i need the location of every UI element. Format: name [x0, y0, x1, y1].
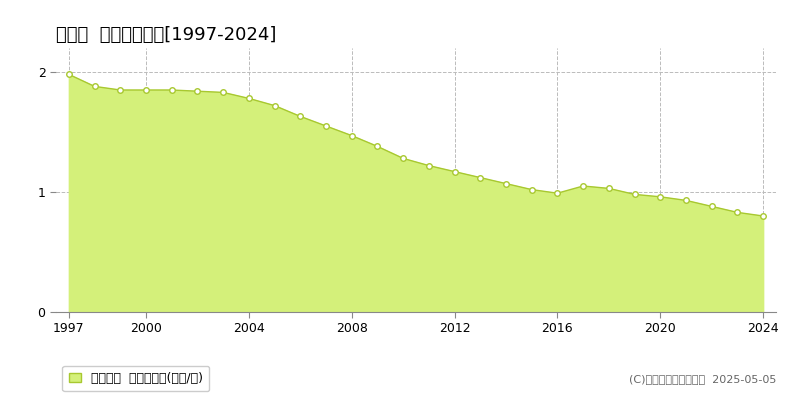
Legend: 基準地価  平均坪単価(万円/坪): 基準地価 平均坪単価(万円/坪) — [62, 366, 210, 391]
Text: (C)土地価格ドットコム  2025-05-05: (C)土地価格ドットコム 2025-05-05 — [629, 374, 776, 384]
Text: 中川町  基準地価推移[1997-2024]: 中川町 基準地価推移[1997-2024] — [56, 26, 276, 44]
